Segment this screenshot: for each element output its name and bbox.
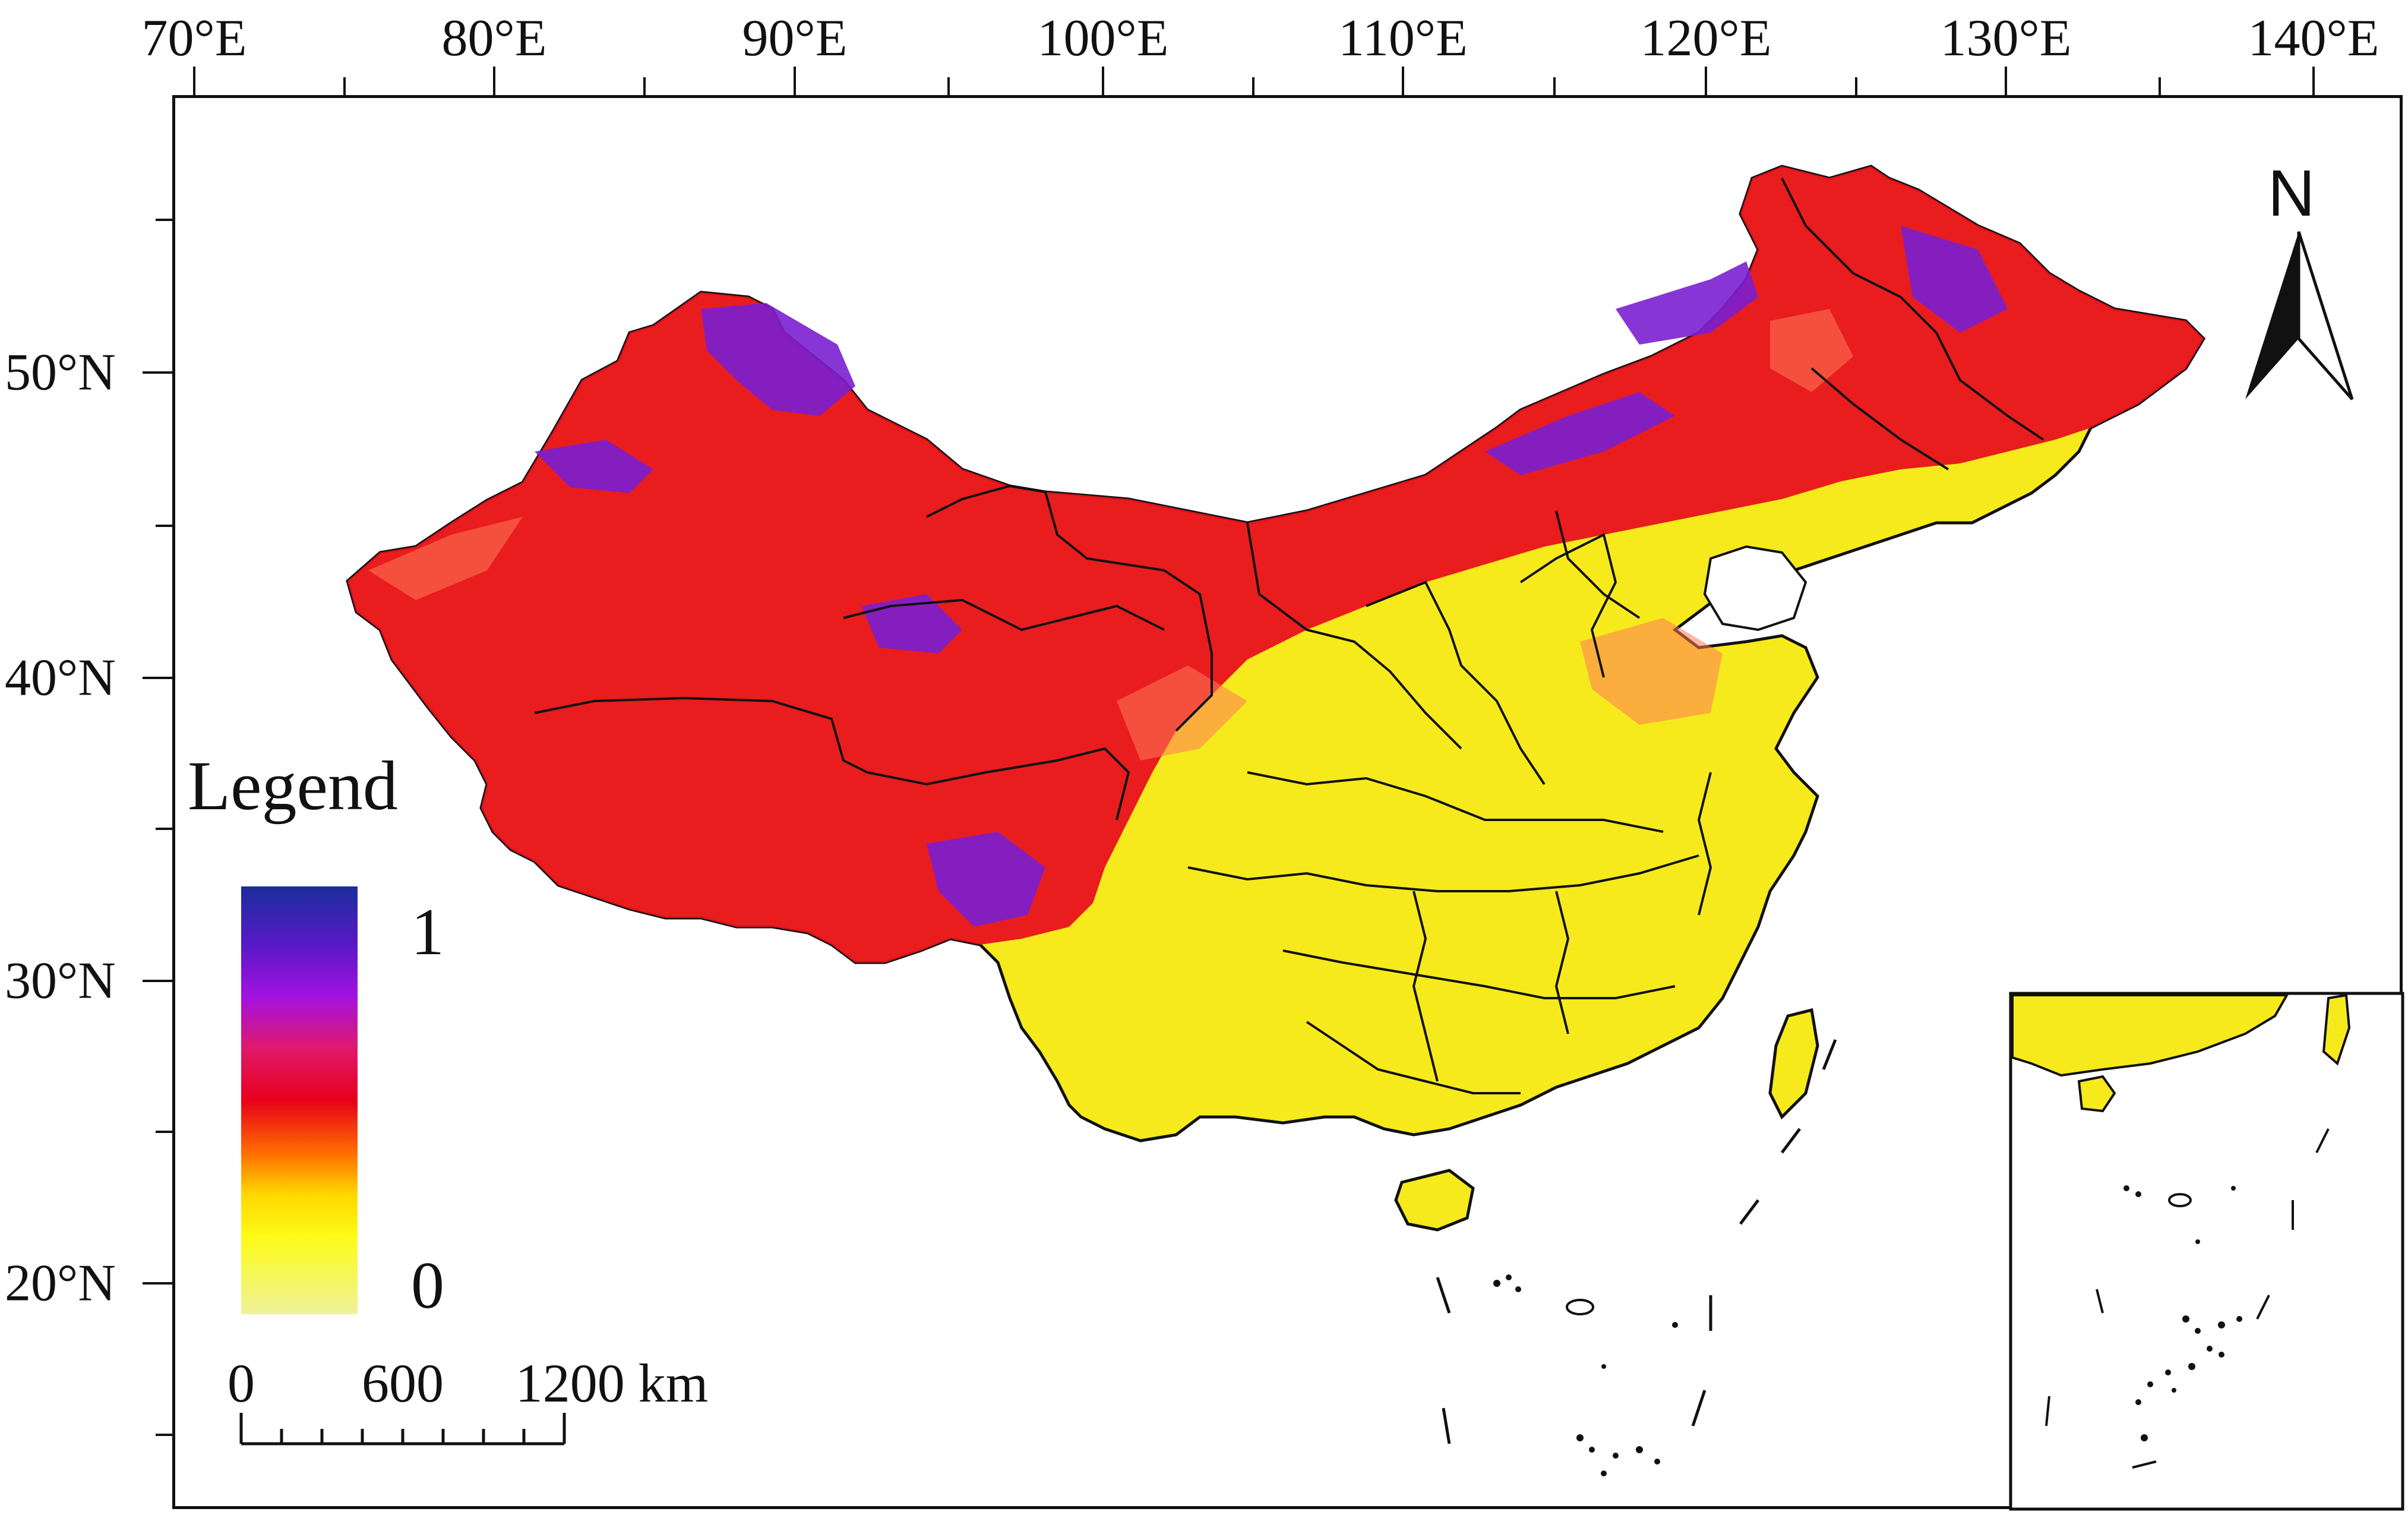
scale-label-1200: 1200 km xyxy=(515,1353,709,1413)
north-arrow-icon xyxy=(2245,231,2354,400)
south-china-sea-islands xyxy=(1493,1274,1678,1476)
province-boundaries xyxy=(534,178,2044,1094)
scale-label-600: 600 xyxy=(362,1353,444,1413)
graticule-ticks xyxy=(143,67,2315,1436)
lat-label-40n: 40°N xyxy=(5,649,116,707)
lat-label-20n: 20°N xyxy=(5,1254,116,1312)
lon-label-140e: 140°E xyxy=(2248,10,2379,67)
lon-label-70e: 70°E xyxy=(141,10,247,67)
lat-label-50n: 50°N xyxy=(5,343,116,402)
south-china-sea-lines xyxy=(1436,1039,1837,1444)
legend-max-label: 1 xyxy=(411,895,444,969)
inset-map xyxy=(2009,992,2404,1511)
lon-label-130e: 130°E xyxy=(1940,10,2072,67)
scale-bar xyxy=(239,1413,566,1446)
lat-label-30n: 30°N xyxy=(5,952,116,1010)
lon-label-100e: 100°E xyxy=(1037,10,1169,67)
lon-label-90e: 90°E xyxy=(742,10,848,67)
map-frame xyxy=(172,95,2403,1509)
high-value-patches xyxy=(535,226,2008,927)
lon-label-80e: 80°E xyxy=(441,10,547,67)
bohai-sea xyxy=(1703,545,1807,632)
scale-label-0: 0 xyxy=(227,1353,255,1413)
legend-title: Legend xyxy=(188,747,398,825)
hainan-island xyxy=(1394,1169,1475,1232)
legend-min-label: 0 xyxy=(411,1249,444,1323)
north-arrow-label: N xyxy=(2268,157,2315,230)
lon-label-110e: 110°E xyxy=(1338,10,1468,67)
taiwan-island xyxy=(1768,1008,1819,1120)
legend-colorbar xyxy=(241,886,358,1314)
transition-patches xyxy=(368,309,1853,760)
lon-label-120e: 120°E xyxy=(1640,10,1772,67)
